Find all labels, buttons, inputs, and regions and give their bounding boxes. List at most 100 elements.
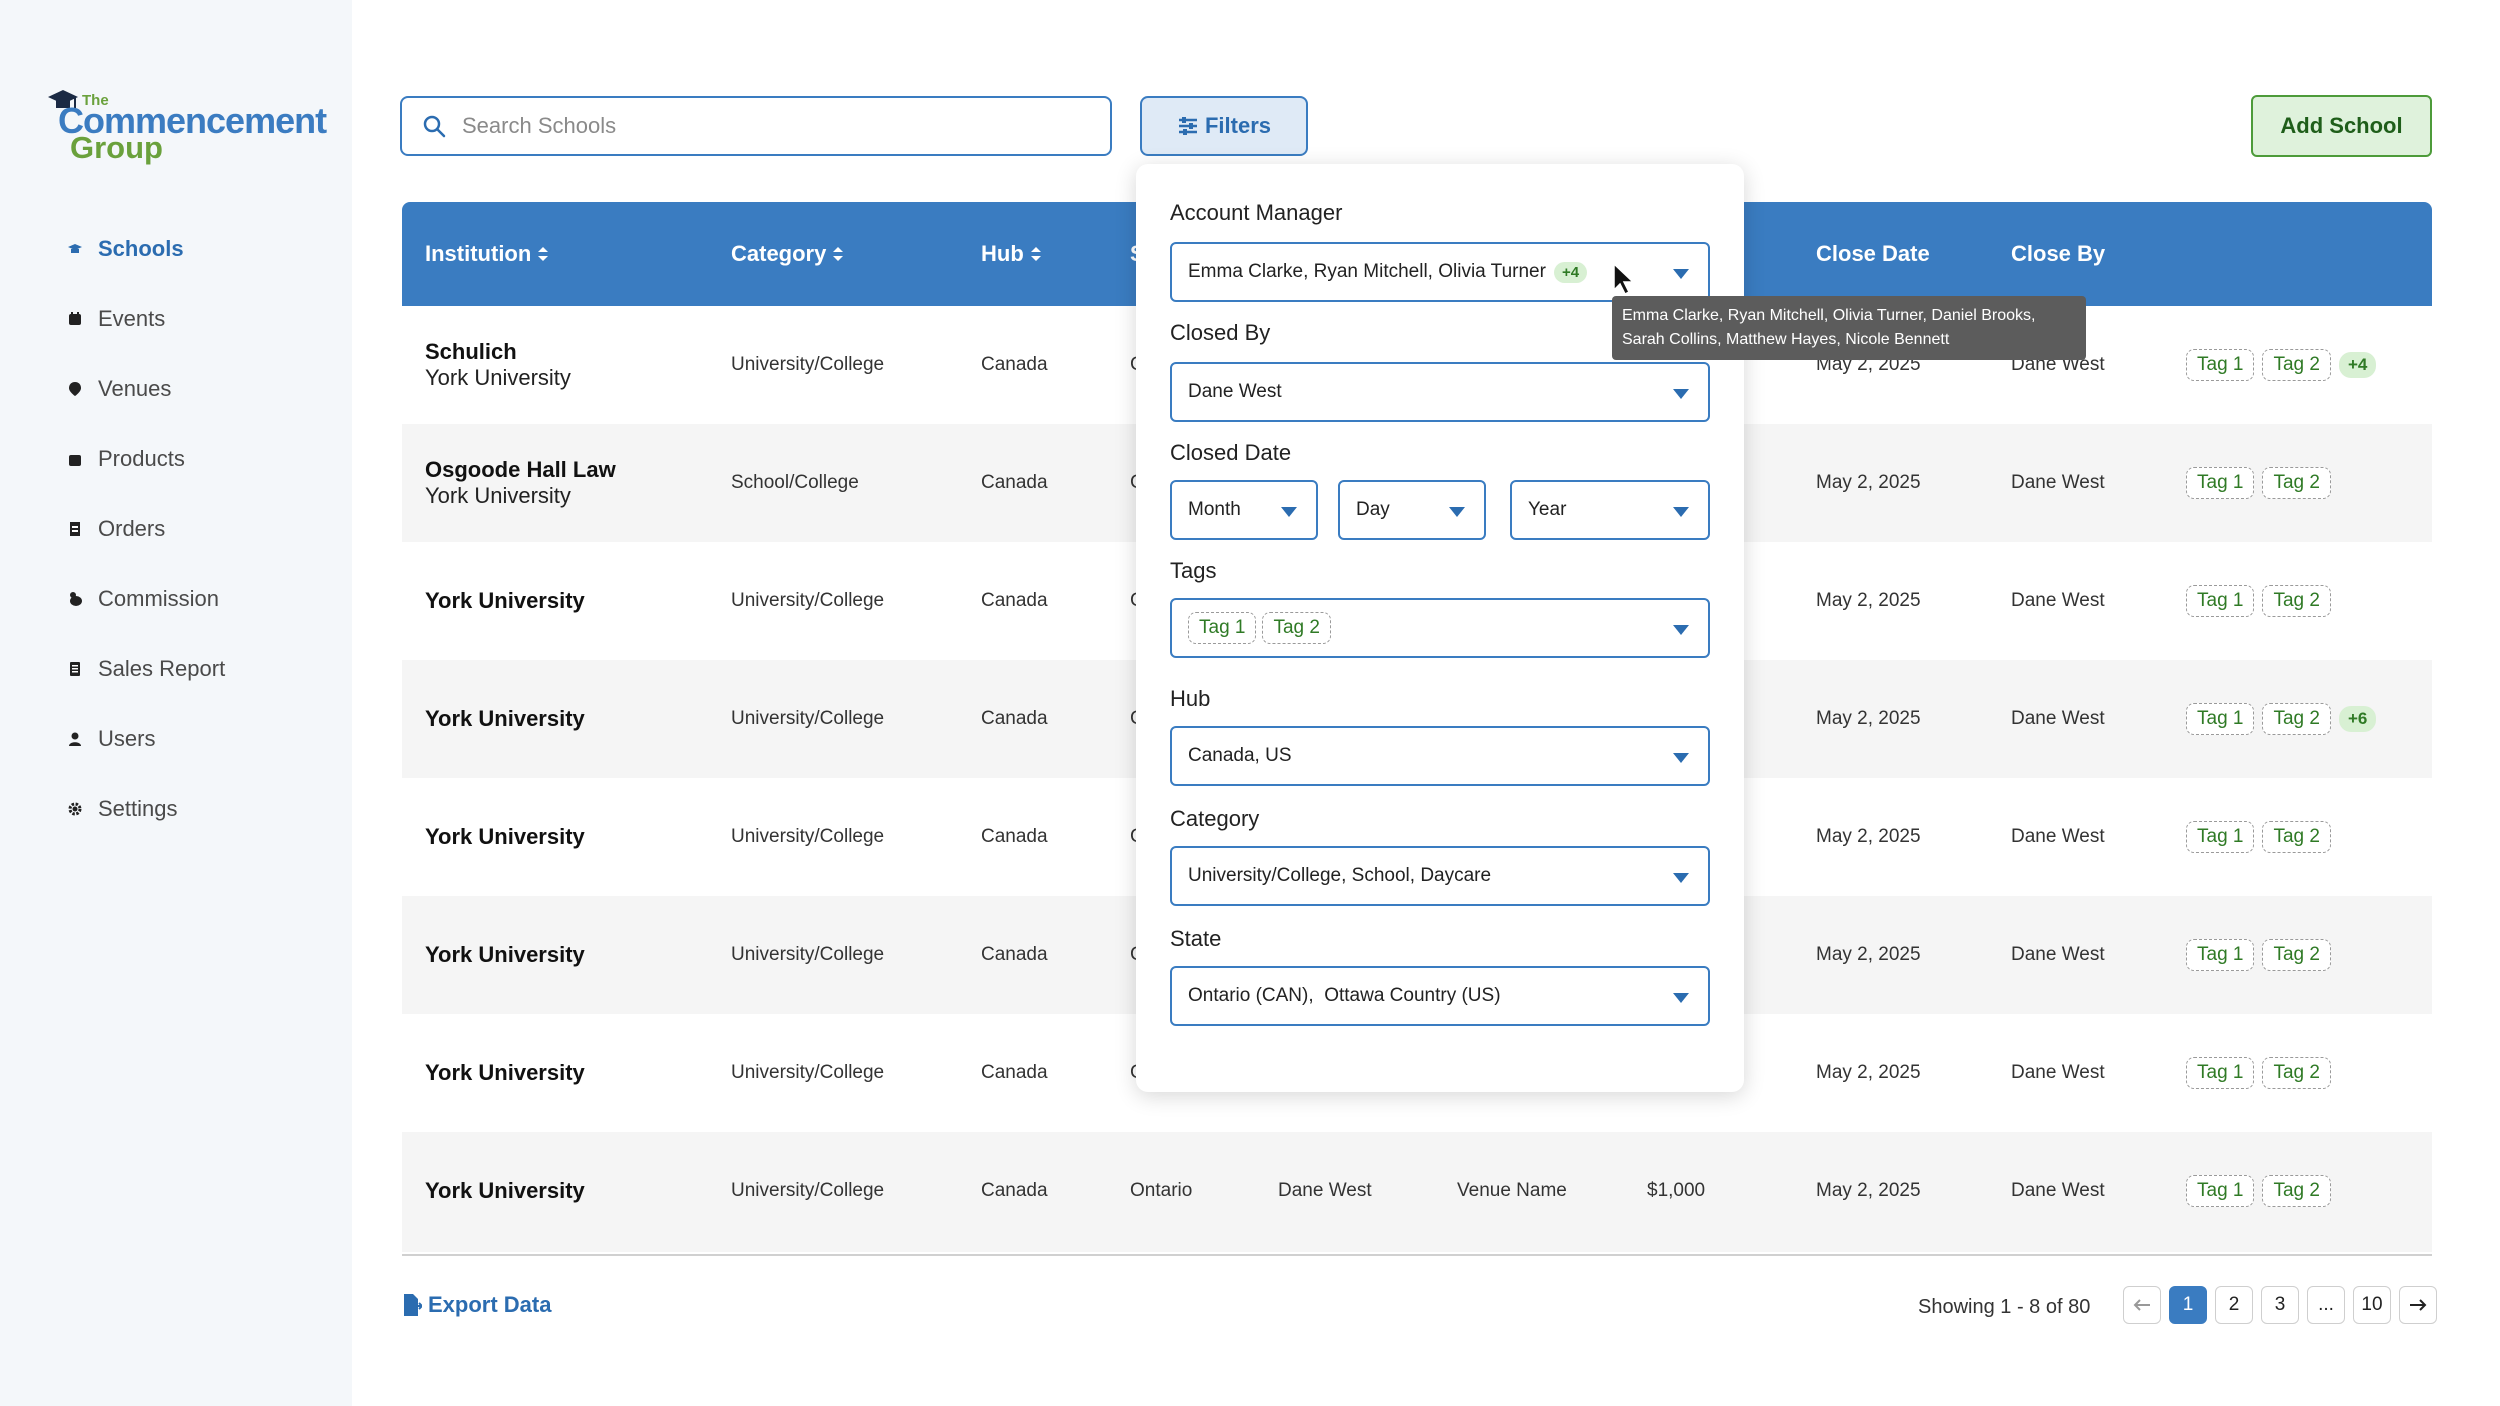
account-manager-select[interactable]: Emma Clarke, Ryan Mitchell, Olivia Turne… <box>1170 242 1710 302</box>
chevron-down-icon <box>1449 507 1465 517</box>
sidebar-item-settings[interactable]: Settings <box>68 774 225 844</box>
sidebar-item-schools[interactable]: Schools <box>68 214 225 284</box>
cell-hub: Canada <box>981 472 1048 493</box>
tag-chip[interactable]: Tag 2 <box>2262 467 2331 499</box>
hub-select[interactable]: Canada, US <box>1170 726 1710 786</box>
cell-category: University/College <box>731 944 885 965</box>
tag-chip[interactable]: Tag 1 <box>2186 349 2255 381</box>
state-select[interactable]: Ontario (CAN), Ottawa Country (US) <box>1170 966 1710 1026</box>
cell-institution[interactable]: York University <box>425 778 585 896</box>
cell-category: University/College <box>731 1180 885 1201</box>
tag-chip[interactable]: Tag 1 <box>2186 1057 2255 1089</box>
tag-chip[interactable]: Tag 2 <box>2262 939 2331 971</box>
brand-logo[interactable]: The Commencement Group <box>48 88 327 168</box>
sidebar-item-events[interactable]: Events <box>68 284 225 354</box>
sidebar-item-commission[interactable]: Commission <box>68 564 225 634</box>
tag-chip[interactable]: Tag 1 <box>2186 821 2255 853</box>
sidebar-item-sales-report[interactable]: Sales Report <box>68 634 225 704</box>
tags-select[interactable]: Tag 1 Tag 2 <box>1170 598 1710 658</box>
tag-chip[interactable]: Tag 1 <box>1188 612 1257 644</box>
cell-amount: $1,000 <box>1647 1180 1706 1201</box>
tag-chip[interactable]: Tag 2 <box>2262 821 2331 853</box>
sidebar-item-users[interactable]: Users <box>68 704 225 774</box>
sort-icon <box>1030 247 1041 261</box>
column-header-hub[interactable]: Hub <box>981 202 1042 306</box>
cell-manager: Dane West <box>1278 1180 1372 1201</box>
sidebar-item-orders[interactable]: Orders <box>68 494 225 564</box>
cell-institution[interactable]: Osgoode Hall Law York University <box>425 424 616 542</box>
prev-page-button[interactable] <box>2123 1286 2161 1324</box>
column-header-close-date[interactable]: Close Date <box>1816 241 1930 266</box>
day-value: Day <box>1356 499 1390 520</box>
chevron-down-icon <box>1673 625 1689 635</box>
header-label: Institution <box>425 241 532 266</box>
category-select[interactable]: University/College, School, Daycare <box>1170 846 1710 906</box>
table-row[interactable]: York UniversityUniversity/CollegeCanadaC… <box>402 542 2432 660</box>
sidebar-item-label: Commission <box>98 586 220 611</box>
tag-chip[interactable]: Tag 1 <box>2186 703 2255 735</box>
cell-institution[interactable]: Schulich York University <box>425 306 571 424</box>
coins-icon <box>68 592 82 606</box>
sidebar-nav: Schools Events Venues Products Orders Co… <box>68 214 225 844</box>
cell-institution[interactable]: York University <box>425 660 585 778</box>
header-label: Hub <box>981 241 1024 266</box>
tags-more-badge[interactable]: +4 <box>2338 352 2377 378</box>
column-header-category[interactable]: Category <box>731 202 844 306</box>
closed-date-month-select[interactable]: Month <box>1170 480 1318 540</box>
account-manager-more-badge[interactable]: +4 <box>1553 261 1588 283</box>
cell-tags: Tag 1 Tag 2 <box>2186 424 2331 542</box>
tag-chip[interactable]: Tag 1 <box>2186 939 2255 971</box>
sidebar-item-products[interactable]: Products <box>68 424 225 494</box>
tags-more-badge[interactable]: +6 <box>2338 706 2377 732</box>
tag-chip[interactable]: Tag 2 <box>1262 612 1331 644</box>
search-input[interactable] <box>462 113 1062 139</box>
column-header-institution[interactable]: Institution <box>425 202 549 306</box>
tag-chip[interactable]: Tag 2 <box>2262 1175 2331 1207</box>
hub-label: Hub <box>1170 686 1211 711</box>
report-icon <box>68 662 82 676</box>
closed-date-year-select[interactable]: Year <box>1510 480 1710 540</box>
filters-label: Filters <box>1204 113 1272 138</box>
institution-name: York University <box>425 1178 585 1203</box>
cell-tags: Tag 1 Tag 2 <box>2186 542 2331 660</box>
tag-chip[interactable]: Tag 1 <box>2186 467 2255 499</box>
arrow-left-icon <box>2133 1299 2150 1311</box>
page-button-1[interactable]: 1 <box>2169 1286 2207 1324</box>
cell-close-date: May 2, 2025 <box>1816 1062 1921 1083</box>
tag-chip[interactable]: Tag 2 <box>2262 1057 2331 1089</box>
tag-chip[interactable]: Tag 1 <box>2186 585 2255 617</box>
next-page-button[interactable] <box>2399 1286 2437 1324</box>
institution-parent: York University <box>425 365 571 390</box>
export-data-button[interactable]: Export Data <box>402 1292 551 1318</box>
cell-institution[interactable]: York University <box>425 896 585 1014</box>
tag-chip[interactable]: Tag 1 <box>2186 1175 2255 1207</box>
cell-institution[interactable]: York University <box>425 1132 585 1250</box>
pagination: 1 2 3 ... 10 <box>2123 1286 2437 1324</box>
cell-institution[interactable]: York University <box>425 1014 585 1132</box>
tag-chip[interactable]: Tag 2 <box>2262 349 2331 381</box>
add-school-button[interactable]: Add School <box>2251 95 2432 157</box>
tag-chip[interactable]: Tag 2 <box>2262 585 2331 617</box>
table-row[interactable]: York UniversityUniversity/CollegeCanadaC… <box>402 1014 2432 1132</box>
sidebar-item-venues[interactable]: Venues <box>68 354 225 424</box>
column-header-close-by[interactable]: Close By <box>2011 241 2106 266</box>
chevron-down-icon <box>1673 269 1689 279</box>
table-row[interactable]: York University University/College Canada O… <box>402 1132 2432 1252</box>
sidebar-item-label: Users <box>98 726 156 751</box>
closed-date-day-select[interactable]: Day <box>1338 480 1486 540</box>
page-button-3[interactable]: 3 <box>2261 1286 2299 1324</box>
tooltip-line: Sarah Collins, Matthew Hayes, Nicole Ben… <box>1622 331 1950 348</box>
tooltip-line: Emma Clarke, Ryan Mitchell, Olivia Turne… <box>1622 307 2036 324</box>
search-box[interactable] <box>400 96 1112 156</box>
page-button-2[interactable]: 2 <box>2215 1286 2253 1324</box>
filters-button[interactable]: Filters <box>1140 96 1308 156</box>
chevron-down-icon <box>1673 873 1689 883</box>
cell-state: Ontario <box>1130 1180 1193 1201</box>
institution-name: York University <box>425 824 585 849</box>
closed-by-select[interactable]: Dane West <box>1170 362 1710 422</box>
tag-chip[interactable]: Tag 2 <box>2262 703 2331 735</box>
cell-institution[interactable]: York University <box>425 542 585 660</box>
sidebar-item-label: Events <box>98 306 166 331</box>
page-button-10[interactable]: 10 <box>2353 1286 2391 1324</box>
table-row[interactable]: York UniversityUniversity/CollegeCanadaC… <box>402 778 2432 896</box>
